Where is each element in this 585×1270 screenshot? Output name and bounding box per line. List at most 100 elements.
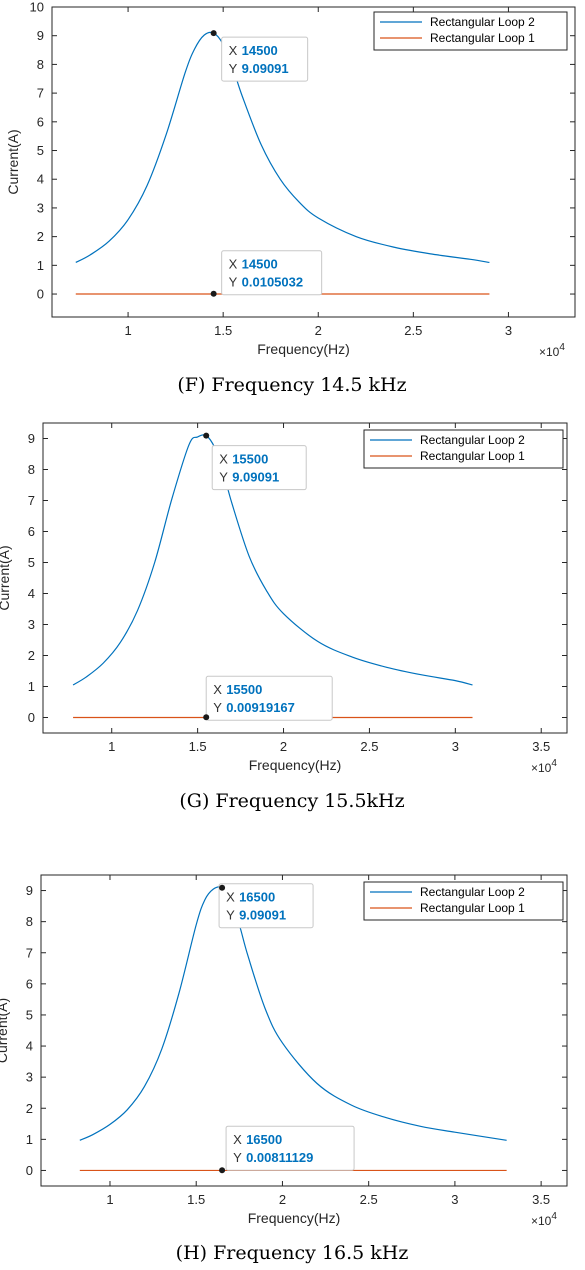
data-tip-y-value: 0.00919167 bbox=[226, 700, 295, 715]
data-tip: X 15500 Y 0.00919167 bbox=[203, 675, 333, 721]
y-tick-label: 3 bbox=[26, 1070, 33, 1085]
exponent-base: ×10 bbox=[531, 761, 552, 775]
x-tick-label: 2.5 bbox=[360, 1192, 378, 1207]
y-tick-label: 8 bbox=[26, 914, 33, 929]
data-tip-y-label: Y bbox=[226, 908, 235, 923]
data-tip-marker bbox=[219, 1167, 226, 1174]
x-tick-label: 1.5 bbox=[214, 323, 232, 338]
y-tick-label: 0 bbox=[37, 287, 44, 302]
x-tick-label: 1.5 bbox=[187, 1192, 205, 1207]
chart-3: 1 1.5 2 2.5 3 3.5 0 1 2 3 4 5 6 7 8 9 Frequency(Hz) Curre… bbox=[0, 874, 568, 1264]
data-tip-box bbox=[205, 675, 333, 721]
data-tip-box bbox=[218, 883, 314, 929]
y-tick-label: 1 bbox=[28, 679, 35, 694]
data-tip-x-label: X bbox=[233, 1132, 242, 1147]
data-tip-y-label: Y bbox=[213, 700, 222, 715]
figure-caption: (H) Frequency 16.5 kHz bbox=[176, 1242, 409, 1264]
x-axis-label: Frequency(Hz) bbox=[257, 341, 350, 357]
data-tip-x-label: X bbox=[219, 452, 228, 467]
legend-entry: Rectangular Loop 2 bbox=[420, 885, 525, 899]
x-axis-label: Frequency(Hz) bbox=[249, 757, 342, 773]
legend-box bbox=[373, 11, 568, 51]
y-tick-label: 2 bbox=[37, 229, 44, 244]
data-tip-x-label: X bbox=[226, 890, 235, 905]
y-tick-label: 0 bbox=[28, 710, 35, 725]
y-tick-label: 2 bbox=[26, 1101, 33, 1116]
data-tip-x-label: X bbox=[229, 257, 238, 272]
data-tip-x-label: X bbox=[229, 43, 238, 58]
y-tick-label: 3 bbox=[37, 200, 44, 215]
data-tip: X 15500 Y 9.09091 bbox=[203, 432, 307, 491]
x-tick-label: 3.5 bbox=[532, 739, 550, 754]
y-axis-label: Current(A) bbox=[5, 129, 21, 194]
legend-entry: Rectangular Loop 2 bbox=[420, 433, 525, 447]
y-tick-label: 4 bbox=[26, 1039, 33, 1054]
x-tick-label: 1 bbox=[108, 739, 115, 754]
data-tip: X 14500 Y 0.0105032 bbox=[210, 250, 323, 297]
data-tip-y-value: 9.09091 bbox=[239, 908, 286, 923]
y-tick-label: 2 bbox=[28, 648, 35, 663]
data-tip-box bbox=[221, 36, 309, 82]
legend: Rectangular Loop 2 Rectangular Loop 1 bbox=[363, 429, 564, 469]
x-tick-label: 3 bbox=[505, 323, 512, 338]
y-tick-label: 9 bbox=[26, 883, 33, 898]
x-tick-label: 3 bbox=[452, 739, 459, 754]
legend-box bbox=[363, 881, 564, 921]
y-axis-label: Current(A) bbox=[0, 545, 12, 610]
y-tick-label: 7 bbox=[37, 86, 44, 101]
x-tick-label: 2 bbox=[315, 323, 322, 338]
data-tip: X 16500 Y 0.00811129 bbox=[219, 1125, 355, 1174]
x-tick-label: 2.5 bbox=[360, 739, 378, 754]
data-tip: X 14500 Y 9.09091 bbox=[210, 30, 309, 82]
data-tip-marker bbox=[203, 432, 210, 439]
data-tip-x-value: 15500 bbox=[226, 682, 262, 697]
data-tip-marker bbox=[219, 884, 226, 891]
y-tick-label: 4 bbox=[28, 586, 35, 601]
chart-1: 1 1.5 2 2.5 3 0 1 2 3 4 5 6 7 8 9 10 Frequency(Hz) Curren… bbox=[5, 0, 576, 396]
exponent-power: 4 bbox=[551, 1211, 557, 1222]
figure-caption: (G) Frequency 15.5kHz bbox=[179, 790, 404, 812]
data-tip-x-value: 14500 bbox=[242, 257, 278, 272]
y-tick-label: 7 bbox=[26, 945, 33, 960]
y-tick-label: 6 bbox=[28, 524, 35, 539]
x-tick-label: 2.5 bbox=[404, 323, 422, 338]
y-tick-label: 3 bbox=[28, 617, 35, 632]
data-tip-x-value: 14500 bbox=[242, 43, 278, 58]
data-tip-x-label: X bbox=[213, 682, 222, 697]
data-tip-marker bbox=[210, 290, 217, 297]
x-tick-label: 3.5 bbox=[532, 1192, 550, 1207]
data-tip-marker bbox=[203, 714, 210, 721]
x-tick-label: 2 bbox=[279, 1192, 286, 1207]
y-tick-label: 1 bbox=[37, 258, 44, 273]
x-axis-exponent: ×104 bbox=[539, 342, 565, 359]
data-tip-box bbox=[221, 250, 323, 296]
legend-entry: Rectangular Loop 1 bbox=[430, 31, 535, 45]
x-tick-label: 1 bbox=[124, 323, 131, 338]
y-axis-label: Current(A) bbox=[0, 998, 10, 1063]
data-tip-y-label: Y bbox=[219, 470, 228, 485]
y-tick-label: 5 bbox=[28, 555, 35, 570]
x-axis-exponent: ×104 bbox=[531, 758, 557, 775]
data-tip: X 16500 Y 9.09091 bbox=[218, 883, 314, 929]
x-tick-label: 1.5 bbox=[189, 739, 207, 754]
y-tick-label: 4 bbox=[37, 172, 44, 187]
legend-entry: Rectangular Loop 2 bbox=[430, 15, 535, 29]
data-tip-box bbox=[225, 1125, 355, 1171]
data-tip-y-label: Y bbox=[229, 275, 238, 290]
y-tick-label: 10 bbox=[30, 0, 44, 15]
legend: Rectangular Loop 2 Rectangular Loop 1 bbox=[373, 11, 568, 51]
x-tick-label: 2 bbox=[280, 739, 287, 754]
legend-entry: Rectangular Loop 1 bbox=[420, 449, 525, 463]
exponent-base: ×10 bbox=[539, 345, 560, 359]
x-tick-label: 3 bbox=[451, 1192, 458, 1207]
data-tip-box bbox=[211, 445, 307, 491]
exponent-base: ×10 bbox=[531, 1214, 552, 1228]
y-tick-label: 6 bbox=[37, 114, 44, 129]
y-tick-label: 1 bbox=[26, 1132, 33, 1147]
exponent-power: 4 bbox=[559, 342, 565, 353]
y-tick-label: 7 bbox=[28, 493, 35, 508]
chart-2: 1 1.5 2 2.5 3 3.5 0 1 2 3 4 5 6 7 8 9 Frequency(Hz) Curre… bbox=[0, 422, 568, 812]
y-tick-label: 8 bbox=[37, 57, 44, 72]
legend-entry: Rectangular Loop 1 bbox=[420, 901, 525, 915]
